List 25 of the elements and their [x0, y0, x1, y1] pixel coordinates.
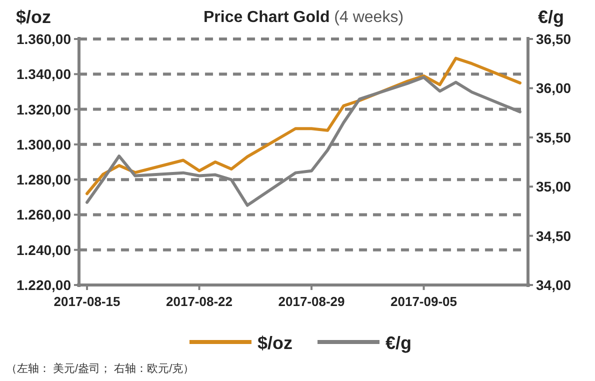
y-tick-label: 1.340,00	[16, 66, 72, 82]
y2-tick-label: 34,50	[536, 228, 572, 244]
y-tick-label: 1.240,00	[16, 242, 72, 258]
y2-tick-label: 36,50	[536, 31, 572, 47]
x-tick-label: 2017-09-05	[390, 294, 458, 309]
chart-title: Price Chart Gold	[203, 9, 330, 26]
y-tick-label: 1.260,00	[16, 206, 72, 223]
x-tick-label: 2017-08-15	[54, 294, 120, 309]
y2-tick-label: 35,00	[536, 178, 572, 195]
y2-tick-label: 36,00	[536, 80, 572, 96]
chart-subtitle: (4 weeks)	[330, 9, 404, 26]
y-tick-label: 1.220,00	[16, 277, 72, 293]
legend-label: $/oz	[257, 333, 292, 353]
x-tick-label: 2017-08-22	[166, 294, 233, 309]
y-tick-label: 1.320,00	[16, 101, 72, 118]
legend-label: €/g	[386, 333, 412, 353]
y-tick-label: 1.280,00	[16, 172, 72, 188]
y2-tick-label: 35,50	[536, 129, 572, 146]
text: （左轴： 美元/盎司； 右轴：欧元/克）	[6, 362, 194, 375]
y2-tick-label: 34,00	[536, 277, 572, 293]
y-tick-label: 1.300,00	[16, 136, 72, 152]
y-axis-title: $/oz	[16, 7, 52, 27]
y-tick-label: 1.360,00	[16, 31, 72, 47]
x-tick-label: 2017-08-29	[278, 294, 345, 309]
y2-axis-title: €/g	[538, 7, 564, 27]
